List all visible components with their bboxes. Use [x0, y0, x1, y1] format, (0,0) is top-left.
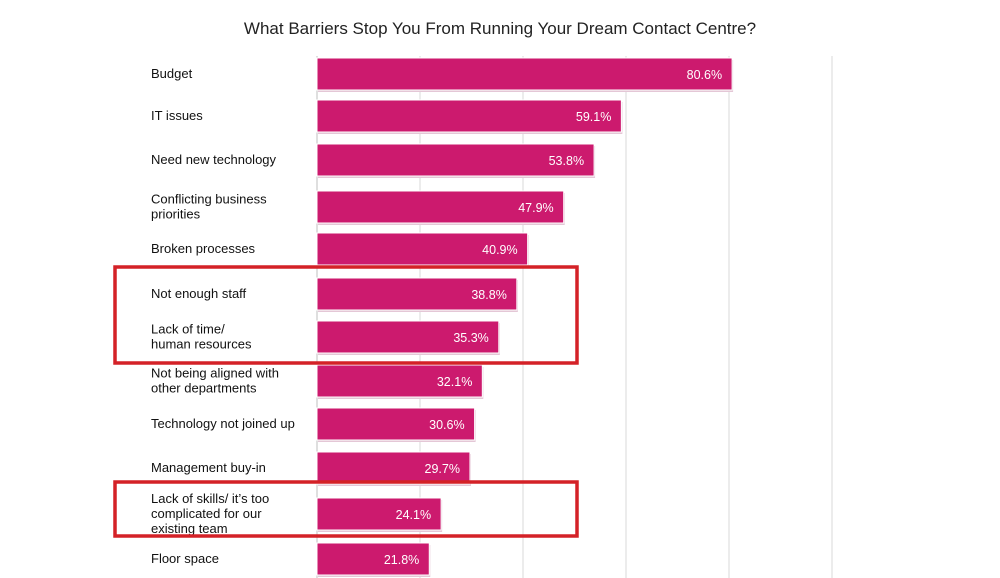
bar-6 — [316, 277, 518, 311]
value-label: 30.6% — [429, 418, 464, 432]
bar-10 — [316, 451, 471, 485]
bar-3 — [316, 143, 595, 177]
value-label: 29.7% — [425, 462, 460, 476]
chart-title: What Barriers Stop You From Running Your… — [243, 19, 757, 38]
category-label: Floor space — [151, 551, 219, 566]
bar-12 — [316, 542, 430, 576]
value-label: 47.9% — [518, 201, 553, 215]
bar-11 — [316, 497, 442, 531]
category-label: Not enough staff — [151, 286, 247, 301]
value-label: 35.3% — [453, 331, 488, 345]
category-label: Not being aligned with other departments — [151, 366, 279, 396]
value-label: 24.1% — [396, 508, 431, 522]
value-label: 53.8% — [549, 154, 584, 168]
category-label: Conflicting business priorities — [151, 192, 267, 222]
bar-1 — [316, 57, 733, 91]
value-label: 32.1% — [437, 375, 472, 389]
bar-7 — [316, 320, 500, 354]
category-label: Budget — [151, 66, 193, 81]
bar-4 — [316, 190, 565, 224]
highlight-box-1 — [113, 265, 579, 365]
highlight-box-2 — [113, 480, 579, 538]
category-label: Need new technology — [151, 152, 277, 167]
category-label: Management buy-in — [151, 460, 266, 475]
value-label: 59.1% — [576, 110, 611, 124]
value-label: 80.6% — [687, 68, 722, 82]
value-label: 38.8% — [471, 288, 506, 302]
category-label: Technology not joined up — [151, 416, 295, 431]
bar-5 — [316, 232, 529, 266]
category-label: Lack of skills/ it’s too complicated for … — [151, 491, 269, 536]
value-label: 40.9% — [482, 243, 517, 257]
bar-9 — [316, 407, 476, 441]
bar-2 — [316, 99, 622, 133]
category-label: Broken processes — [151, 241, 256, 256]
bar-8 — [316, 364, 483, 398]
value-label: 21.8% — [384, 553, 419, 567]
category-label: Lack of time/human resources — [151, 322, 252, 352]
category-label: IT issues — [151, 108, 203, 123]
